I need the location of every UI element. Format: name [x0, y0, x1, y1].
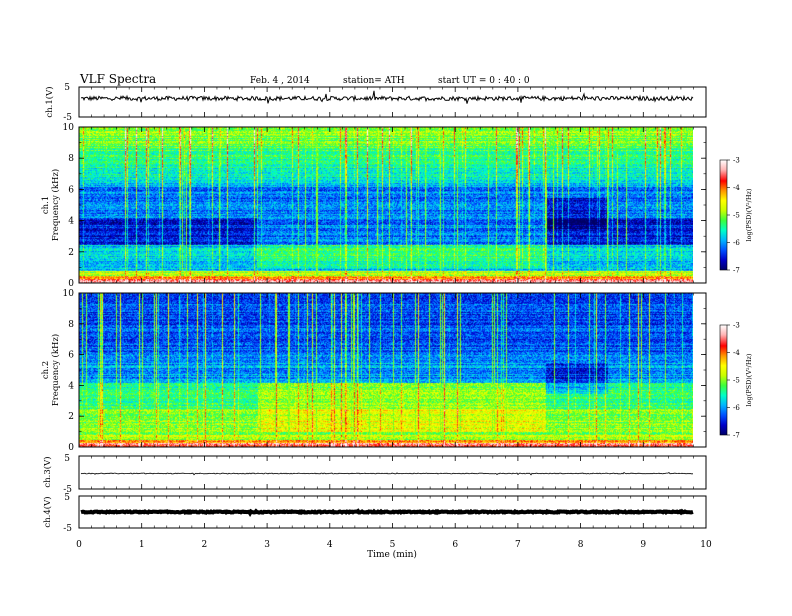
colorbar-tick-label--3: -3 [733, 322, 740, 330]
ytick-label-10: 10 [63, 289, 75, 299]
ytick-label-4: 4 [68, 217, 74, 227]
ch2-spec-ylabel-frequency: Frequency (kHz) [50, 334, 61, 406]
ch2-spec-ylabel-channel: ch.2 [41, 361, 51, 379]
ch1-colorbar-label: log(PSD)(V²/Hz) [745, 188, 753, 241]
date-label: Feb. 4 , 2014 [250, 76, 310, 86]
colorbar-tick-label--6: -6 [733, 239, 740, 247]
ytick-label-2: 2 [68, 412, 74, 422]
ch4-ytick-bottom: -5 [63, 524, 72, 534]
xtick-label-0: 0 [76, 540, 82, 550]
colorbar-tick-label--4: -4 [733, 184, 740, 192]
time-axis-label: Time (min) [367, 549, 417, 560]
ch1-spec-yticks: 0 2 4 6 8 10 [63, 123, 706, 289]
ytick-label-8: 8 [68, 154, 74, 164]
ch2-colorbar [719, 324, 728, 436]
ytick-label-10: 10 [63, 123, 75, 133]
ch4-waveform-line [80, 508, 694, 517]
ch1-waveform-panel: ch.1(V) 5 -5 [44, 83, 707, 123]
xtick-label-4: 4 [327, 540, 333, 550]
ch2-colorbar-label: log(PSD)(V²/Hz) [745, 353, 753, 406]
ch3-waveform-line [80, 471, 693, 476]
ytick-label-0: 0 [68, 443, 74, 453]
xtick-label-6: 6 [452, 540, 458, 550]
colorbar-tick-label--5: -5 [733, 212, 740, 220]
xtick-label-8: 8 [578, 540, 584, 550]
ch2-spectrogram-image [79, 293, 693, 447]
ch3-ytick-top: 5 [64, 454, 70, 464]
xtick-label-9: 9 [640, 540, 646, 550]
ch1-ylabel: ch.1(V) [44, 86, 55, 117]
ch1-ytick-top: 5 [64, 83, 70, 93]
ch3-ylabel: ch.3(V) [42, 456, 53, 487]
xtick-label-5: 5 [390, 540, 396, 550]
colorbar-tick-label--3: -3 [733, 157, 740, 165]
ytick-label-2: 2 [68, 248, 74, 258]
ch1-waveform-line [80, 90, 694, 104]
ch1-colorbar [719, 159, 728, 271]
time-axis-ticks [78, 87, 707, 528]
ytick-label-4: 4 [68, 381, 74, 391]
figure-title: VLF Spectra [79, 72, 156, 86]
station-label: station= ATH [343, 76, 405, 86]
ch4-ylabel: ch.4(V) [42, 496, 53, 527]
ch2-colorbar-ticks: -3 -4 -5 -6 -7 [727, 322, 740, 440]
ch1-spec-ylabel-channel: ch.1 [41, 196, 51, 214]
xtick-label-7: 7 [515, 540, 521, 550]
ch2-spec-yticks: 0 2 4 6 8 10 [63, 289, 706, 453]
ytick-label-6: 6 [68, 185, 74, 195]
xtick-label-10: 10 [700, 540, 712, 550]
colorbar-tick-label--4: -4 [733, 349, 740, 357]
ytick-label-8: 8 [68, 320, 74, 330]
ytick-label-6: 6 [68, 351, 74, 361]
xtick-label-2: 2 [202, 540, 208, 550]
colorbar-tick-label--5: -5 [733, 377, 740, 385]
ch4-ytick-top: 5 [64, 493, 70, 503]
xtick-label-3: 3 [264, 540, 270, 550]
colorbar-tick-label--6: -6 [733, 404, 740, 412]
ytick-label-0: 0 [68, 279, 74, 289]
ch1-spec-ylabel-frequency: Frequency (kHz) [50, 169, 61, 241]
time-axis-tick-labels: 0 1 2 3 4 5 6 7 8 9 10 [76, 540, 712, 550]
ch1-ytick-bottom: -5 [63, 113, 72, 123]
ch1-colorbar-ticks: -3 -4 -5 -6 -7 [727, 157, 740, 275]
ch1-spectrogram-image [79, 127, 693, 283]
colorbar-tick-label--7: -7 [733, 267, 740, 275]
ch3-ytick-bottom: -5 [63, 485, 72, 495]
xtick-label-1: 1 [139, 540, 145, 550]
colorbar-tick-label--7: -7 [733, 432, 740, 440]
start-time-label: start UT = 0 : 40 : 0 [438, 76, 530, 86]
